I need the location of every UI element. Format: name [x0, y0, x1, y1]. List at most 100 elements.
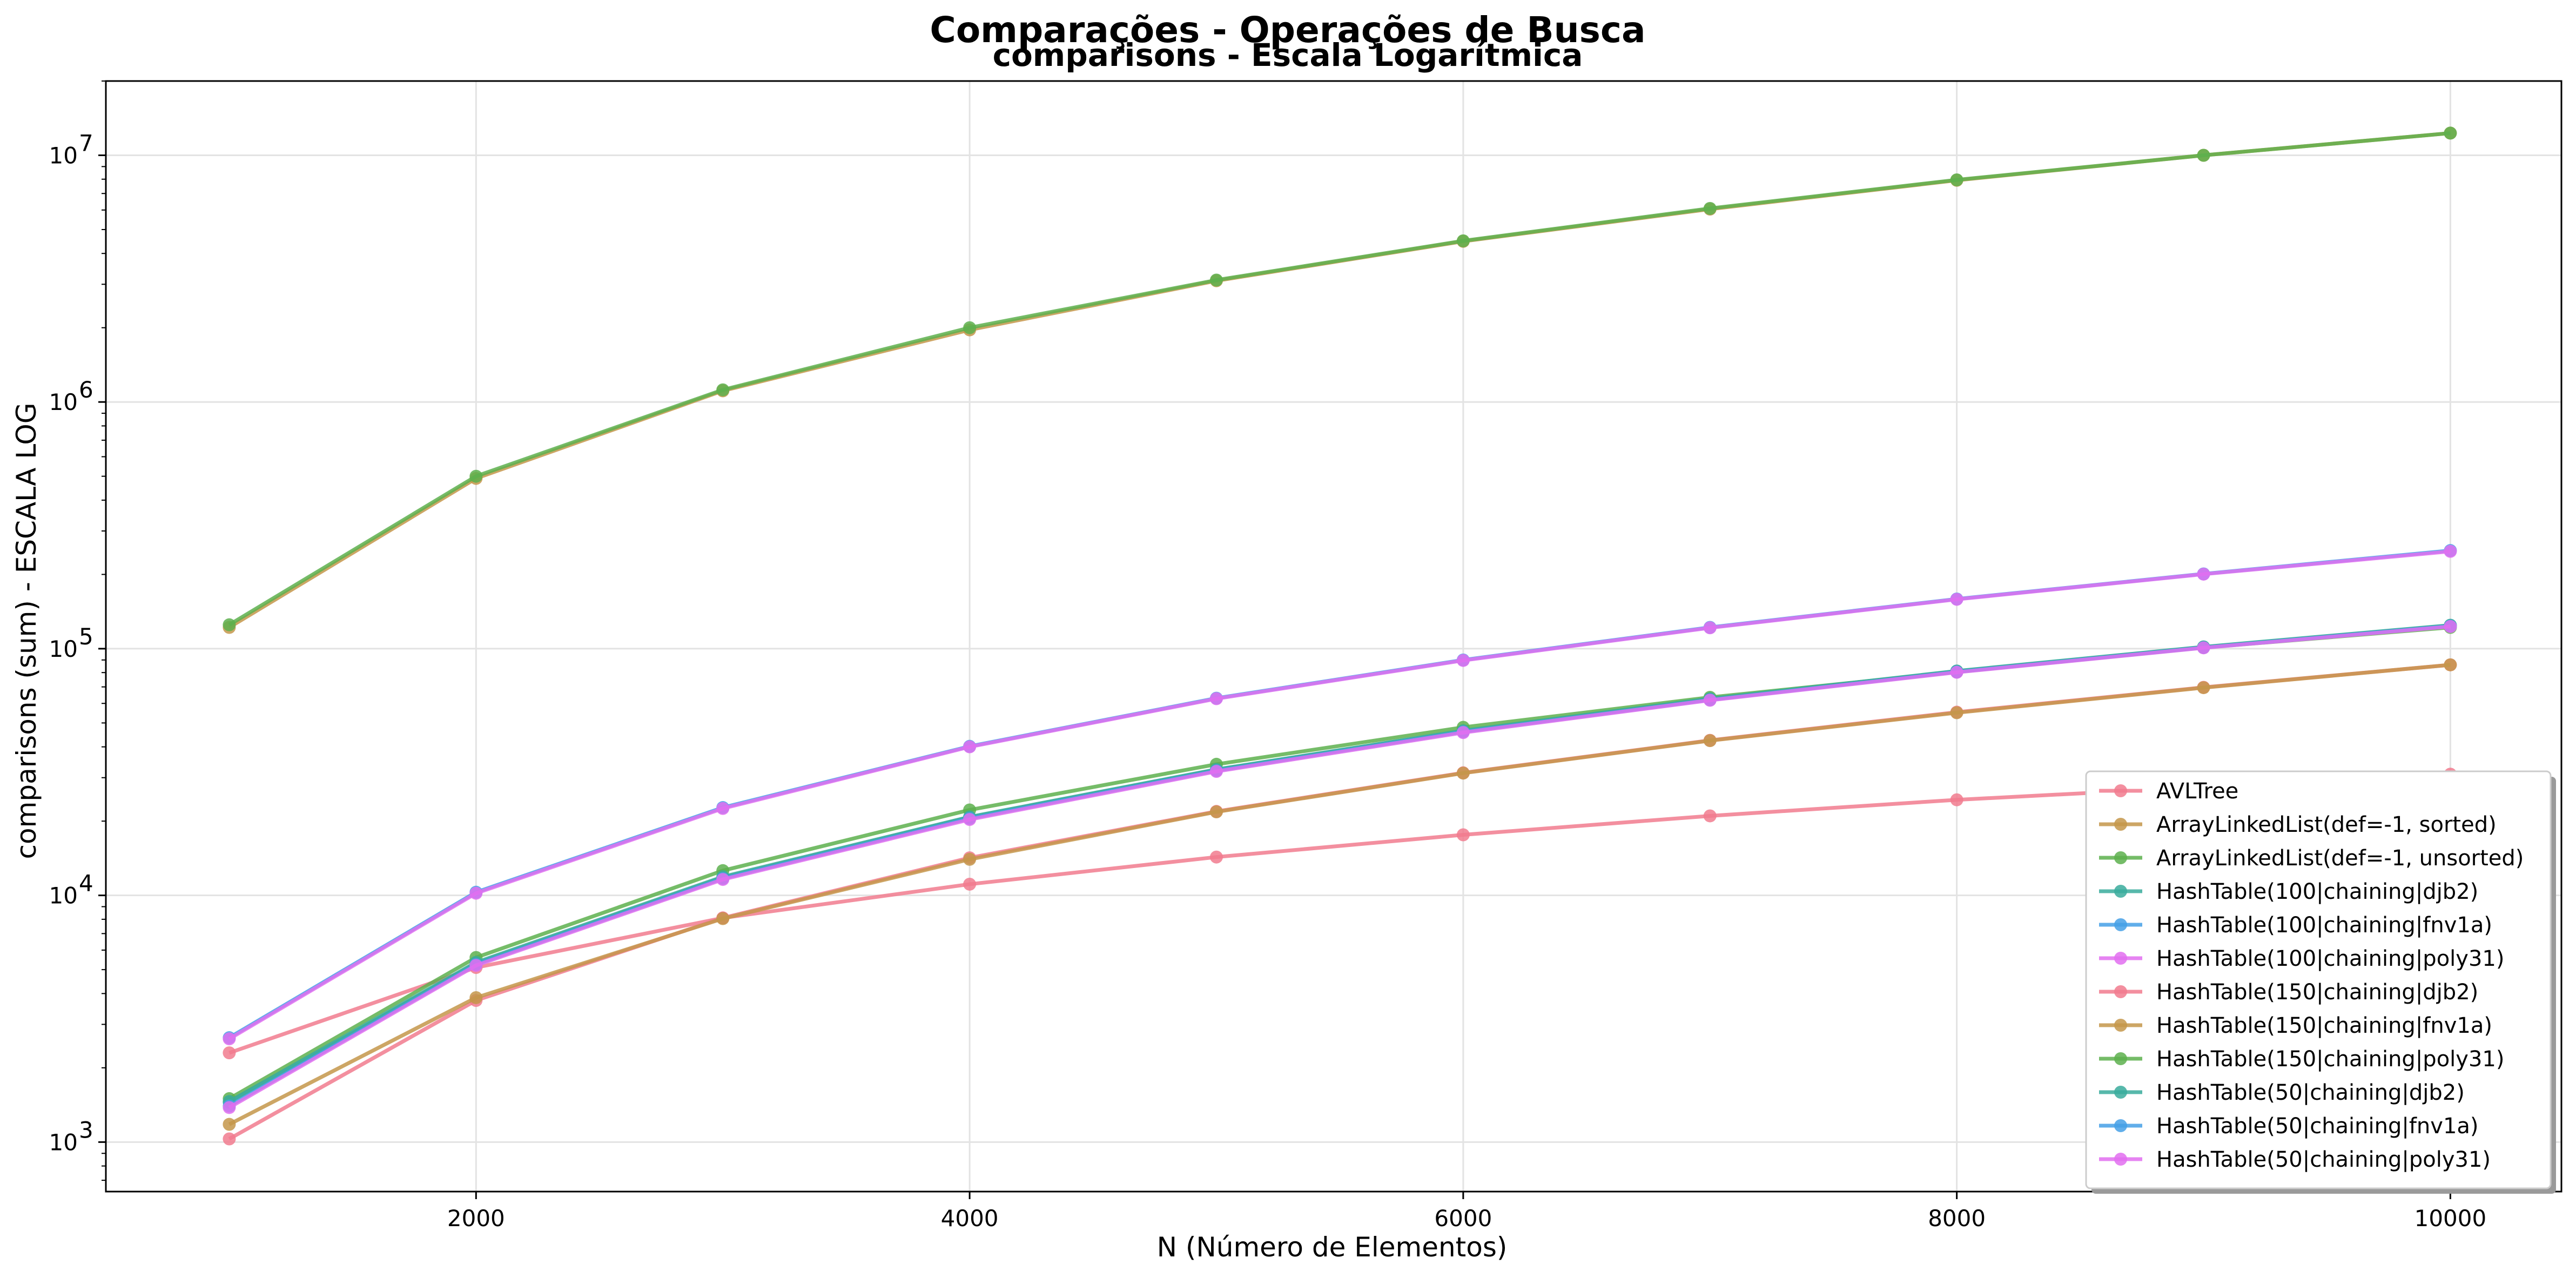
data-point — [2444, 544, 2457, 558]
y-axis-label: comparisons (sum) - ESCALA LOG — [11, 403, 42, 859]
series-line — [228, 549, 2451, 1041]
legend-label: HashTable(50|chaining|djb2) — [2156, 1080, 2465, 1105]
data-point — [1456, 654, 1470, 667]
x-axis-label: N (Número de Elementos) — [1157, 1232, 1508, 1263]
legend-label: AVLTree — [2156, 779, 2238, 804]
chart-title: comparisons - Escala Logarítmica — [993, 37, 1583, 73]
data-point — [2197, 567, 2210, 581]
legend-label: HashTable(100|chaining|poly31) — [2156, 946, 2504, 971]
data-point — [2197, 149, 2210, 162]
data-point — [469, 959, 483, 972]
data-point — [1209, 805, 1223, 819]
legend: AVLTree ArrayLinkedList(def=-1, sorted) Ar… — [2085, 770, 2556, 1194]
data-point — [1703, 809, 1717, 823]
plot-area-frame — [105, 80, 2562, 1193]
legend-item: HashTable(150|chaining|fnv1a) — [2099, 1013, 2492, 1038]
data-point — [1703, 734, 1717, 748]
series-5 — [223, 544, 2457, 1046]
legend-item: HashTable(100|chaining|djb2) — [2099, 879, 2478, 904]
data-point — [2197, 641, 2210, 655]
legend-swatch-marker — [2114, 885, 2127, 898]
data-point — [223, 1101, 236, 1114]
y-tick-label: 10 — [49, 389, 78, 415]
legend-item: HashTable(100|chaining|fnv1a) — [2099, 913, 2492, 938]
series-2 — [223, 126, 2457, 631]
data-point — [1209, 850, 1223, 864]
series-lines — [223, 126, 2457, 1146]
data-point — [1950, 665, 1963, 679]
data-point — [1456, 234, 1470, 247]
data-point — [1456, 726, 1470, 739]
y-tick-exponent: 3 — [79, 1116, 93, 1143]
x-tick-label: 2000 — [447, 1205, 505, 1232]
data-point — [716, 912, 730, 925]
data-point — [469, 886, 483, 900]
legend-item: HashTable(100|chaining|poly31) — [2099, 946, 2504, 971]
legend-label: HashTable(100|chaining|fnv1a) — [2156, 913, 2492, 938]
chart-suptitle: Comparações - Operações de Busca — [930, 9, 1645, 51]
legend-swatch-marker — [2114, 1119, 2127, 1132]
legend-label: HashTable(100|chaining|djb2) — [2156, 879, 2478, 904]
data-point — [1209, 765, 1223, 778]
data-point — [1950, 173, 1963, 186]
x-tick-label: 4000 — [941, 1205, 999, 1232]
data-point — [1456, 828, 1470, 842]
y-tick-label: 10 — [49, 142, 78, 169]
legend-label: ArrayLinkedList(def=-1, unsorted) — [2156, 846, 2524, 871]
data-point — [1950, 593, 1963, 606]
y-tick-exponent: 5 — [79, 623, 93, 650]
data-point — [2444, 658, 2457, 671]
y-tick-label: 10 — [49, 636, 78, 662]
data-point — [963, 740, 977, 754]
legend-item: ArrayLinkedList(def=-1, unsorted) — [2099, 846, 2524, 871]
y-tick-label: 10 — [49, 1129, 78, 1155]
legend-swatch-marker — [2114, 918, 2127, 931]
data-point — [716, 383, 730, 396]
legend-box — [2085, 770, 2552, 1189]
legend-item: HashTable(150|chaining|poly31) — [2099, 1047, 2504, 1072]
legend-label: ArrayLinkedList(def=-1, sorted) — [2156, 812, 2497, 837]
series-line — [228, 131, 2451, 627]
data-point — [1703, 694, 1717, 707]
data-point — [223, 1046, 236, 1060]
data-point — [2444, 620, 2457, 633]
series-7 — [223, 658, 2457, 1131]
data-point — [963, 852, 977, 866]
legend-item: HashTable(50|chaining|fnv1a) — [2099, 1114, 2479, 1139]
data-point — [1209, 692, 1223, 705]
legend-label: HashTable(50|chaining|poly31) — [2156, 1147, 2491, 1172]
data-point — [469, 991, 483, 1004]
legend-item: AVLTree — [2099, 779, 2238, 804]
legend-item: HashTable(50|chaining|poly31) — [2099, 1147, 2491, 1172]
legend-swatch-marker — [2114, 1019, 2127, 1032]
data-point — [1703, 621, 1717, 635]
legend-item: HashTable(150|chaining|djb2) — [2099, 980, 2478, 1005]
data-point — [716, 873, 730, 886]
data-point — [963, 321, 977, 334]
legend-label: HashTable(150|chaining|djb2) — [2156, 980, 2478, 1005]
legend-swatch-marker — [2114, 1052, 2127, 1065]
series-line — [228, 131, 2451, 629]
y-tick-label: 10 — [49, 883, 78, 909]
data-point — [1703, 201, 1717, 215]
legend-swatch-marker — [2114, 952, 2127, 965]
grid-lines — [106, 81, 2561, 1192]
series-line — [228, 772, 2451, 1055]
series-11 — [223, 620, 2457, 1114]
data-point — [469, 469, 483, 483]
legend-item: HashTable(50|chaining|djb2) — [2099, 1080, 2465, 1105]
data-point — [1456, 766, 1470, 780]
legend-item: ArrayLinkedList(def=-1, sorted) — [2099, 812, 2497, 837]
x-tick-label: 6000 — [1434, 1205, 1492, 1232]
y-tick-exponent: 6 — [79, 376, 93, 403]
legend-label: HashTable(150|chaining|poly31) — [2156, 1047, 2504, 1072]
legend-swatch-marker — [2114, 985, 2127, 998]
legend-swatch-marker — [2114, 784, 2127, 797]
series-1 — [223, 126, 2457, 634]
x-tick-label: 10000 — [2414, 1205, 2487, 1232]
legend-label: HashTable(150|chaining|fnv1a) — [2156, 1013, 2492, 1038]
data-point — [963, 813, 977, 826]
data-point — [1950, 793, 1963, 806]
